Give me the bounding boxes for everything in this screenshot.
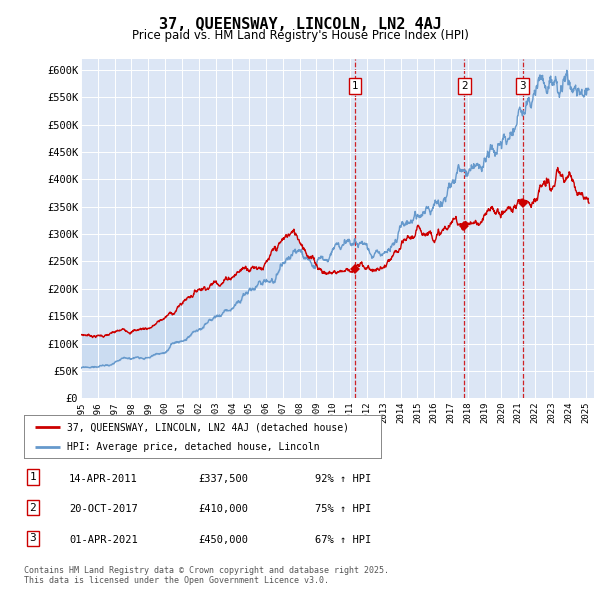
Text: 37, QUEENSWAY, LINCOLN, LN2 4AJ: 37, QUEENSWAY, LINCOLN, LN2 4AJ [158, 17, 442, 31]
Text: 37, QUEENSWAY, LINCOLN, LN2 4AJ (detached house): 37, QUEENSWAY, LINCOLN, LN2 4AJ (detache… [67, 422, 349, 432]
Text: 75% ↑ HPI: 75% ↑ HPI [315, 504, 371, 514]
Text: £410,000: £410,000 [198, 504, 248, 514]
Text: 67% ↑ HPI: 67% ↑ HPI [315, 535, 371, 545]
Text: Price paid vs. HM Land Registry's House Price Index (HPI): Price paid vs. HM Land Registry's House … [131, 29, 469, 42]
Text: 3: 3 [519, 81, 526, 91]
Text: 1: 1 [352, 81, 358, 91]
Text: £337,500: £337,500 [198, 474, 248, 484]
Text: 2: 2 [29, 503, 37, 513]
Text: 2: 2 [461, 81, 468, 91]
Text: Contains HM Land Registry data © Crown copyright and database right 2025.
This d: Contains HM Land Registry data © Crown c… [24, 566, 389, 585]
Text: 01-APR-2021: 01-APR-2021 [69, 535, 138, 545]
Text: £450,000: £450,000 [198, 535, 248, 545]
Text: 14-APR-2011: 14-APR-2011 [69, 474, 138, 484]
Text: 1: 1 [29, 472, 37, 482]
Text: 20-OCT-2017: 20-OCT-2017 [69, 504, 138, 514]
Text: 92% ↑ HPI: 92% ↑ HPI [315, 474, 371, 484]
Text: HPI: Average price, detached house, Lincoln: HPI: Average price, detached house, Linc… [67, 442, 319, 452]
Text: 3: 3 [29, 533, 37, 543]
